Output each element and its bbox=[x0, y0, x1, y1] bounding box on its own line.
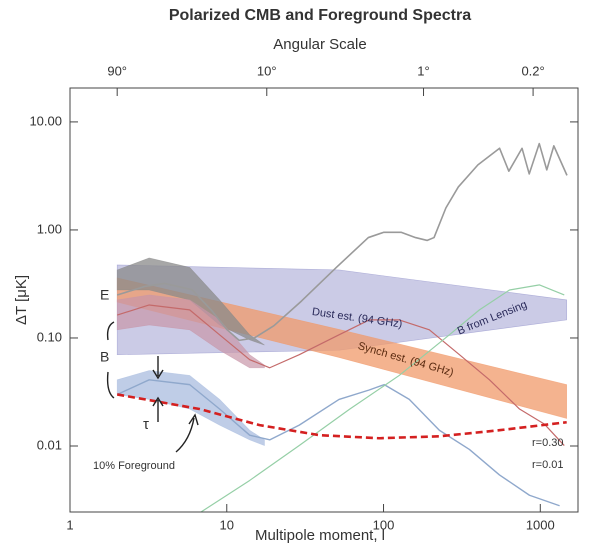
y-axis-label: ΔT [μK] bbox=[13, 275, 30, 325]
band bbox=[116, 257, 265, 346]
annotation: r=0.01 bbox=[532, 459, 564, 471]
arrow bbox=[175, 413, 199, 453]
x2-axis-label: Angular Scale bbox=[273, 36, 366, 53]
y-tick-label: 10.00 bbox=[29, 113, 62, 128]
chart-title: Polarized CMB and Foreground Spectra bbox=[169, 7, 471, 24]
arrow bbox=[152, 356, 164, 380]
x-tick-label: 10 bbox=[220, 517, 234, 532]
axes-frame bbox=[69, 87, 579, 513]
y-tick-label: 0.10 bbox=[37, 329, 62, 344]
arrow bbox=[152, 396, 164, 422]
annotation: 10% Foreground bbox=[93, 460, 175, 472]
x2-tick-label: 1° bbox=[417, 63, 429, 78]
x2-tick-label: 10° bbox=[257, 63, 277, 78]
plot-area bbox=[116, 142, 568, 512]
x-tick-label: 100 bbox=[373, 517, 395, 532]
x-tick-label: 1 bbox=[66, 517, 73, 532]
band bbox=[116, 294, 265, 369]
line-series bbox=[116, 393, 567, 440]
x2-tick-label: 0.2° bbox=[521, 63, 544, 78]
annotation: B bbox=[100, 349, 109, 365]
annotation: E bbox=[100, 287, 109, 303]
band bbox=[116, 370, 265, 446]
line-series bbox=[116, 142, 568, 342]
line-series bbox=[117, 304, 565, 446]
line-series bbox=[199, 284, 565, 512]
brace bbox=[106, 321, 115, 399]
y-tick-label: 0.01 bbox=[37, 437, 62, 452]
annotation: r=0.30 bbox=[532, 437, 564, 449]
annotation: τ bbox=[143, 416, 149, 433]
x-axis-label: Multipole moment, l bbox=[255, 527, 385, 544]
line-series bbox=[116, 379, 560, 507]
x-tick-label: 1000 bbox=[526, 517, 555, 532]
x2-tick-label: 90° bbox=[107, 63, 127, 78]
y-tick-label: 1.00 bbox=[37, 221, 62, 236]
